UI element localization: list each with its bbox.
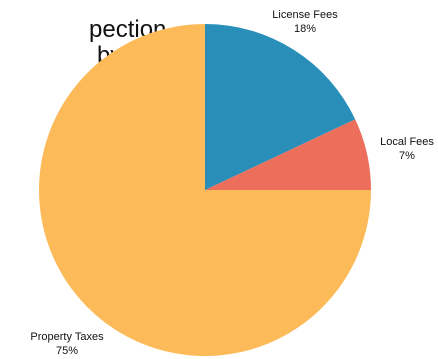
pie-labels: License Fees 18% Local Fees 7% Property Taxe… bbox=[30, 9, 434, 357]
pie-slice-license-fees bbox=[205, 24, 356, 190]
pie-slices bbox=[39, 24, 371, 356]
slice-label-name: License Fees bbox=[272, 9, 338, 21]
pie-slice-local-fees bbox=[205, 119, 371, 190]
slice-label-name: Property Taxes bbox=[30, 331, 104, 343]
slice-label-value: 18% bbox=[294, 23, 316, 35]
slice-label-value: 7% bbox=[399, 150, 415, 162]
pie-slice-property-taxes bbox=[39, 24, 371, 356]
slice-label-value: 75% bbox=[56, 345, 78, 357]
slice-label-name: Local Fees bbox=[380, 136, 434, 148]
